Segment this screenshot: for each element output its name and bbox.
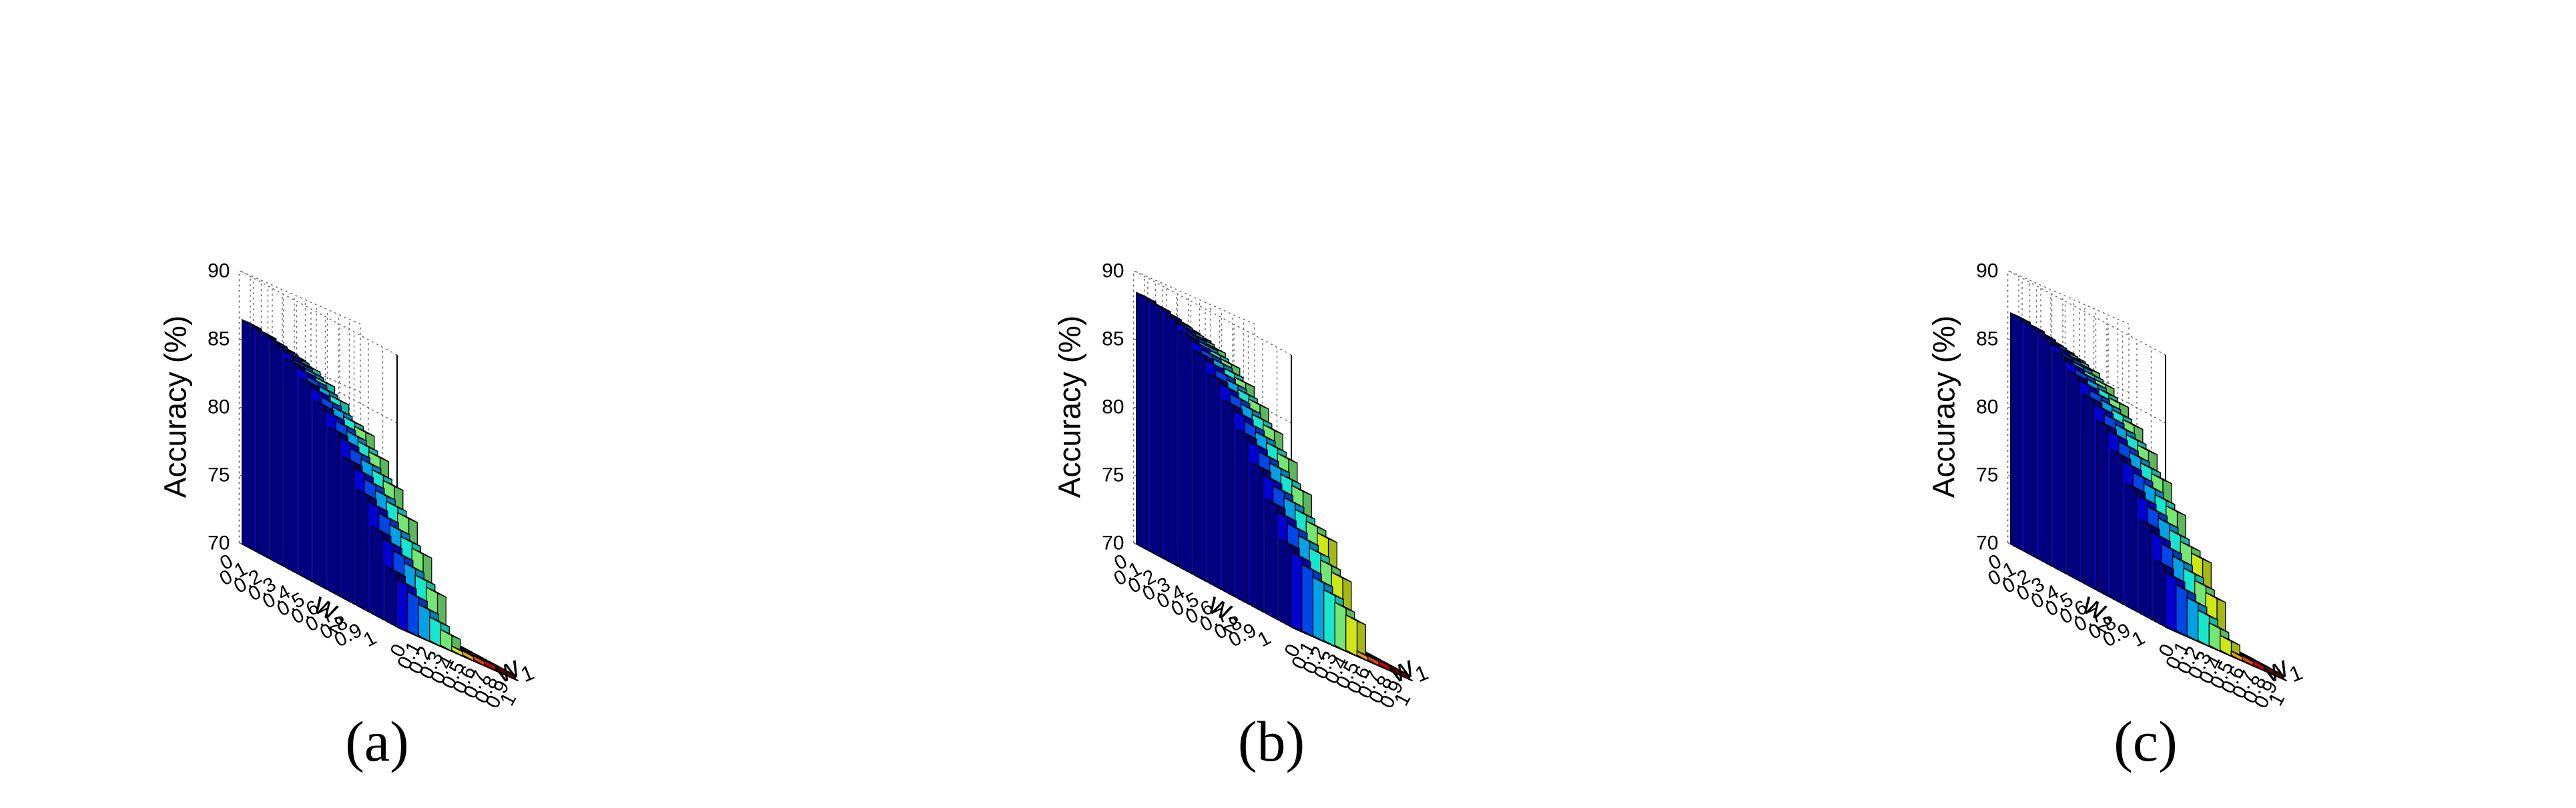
panel-a-label: (a) — [345, 709, 408, 773]
bar — [1345, 615, 1366, 661]
panel-b-z-axis-label: Accuracy (%) — [1052, 316, 1087, 498]
z-tick-label: 75 — [1976, 464, 1998, 486]
bar — [495, 665, 516, 680]
z-tick-label: 80 — [1976, 396, 1998, 418]
z-tick-label: 90 — [1102, 260, 1124, 282]
panel-c-bars — [2010, 312, 2284, 680]
panel-c: 707580859000.10.20.30.40.50.60.70.80.910… — [1927, 260, 2306, 774]
panel-a: 707580859000.10.20.30.40.50.60.70.80.910… — [158, 260, 538, 774]
bar — [440, 629, 461, 656]
z-tick-label: 75 — [208, 464, 230, 486]
panel-b-label: (b) — [1238, 709, 1305, 773]
z-tick-label: 80 — [208, 396, 230, 418]
gridline — [1133, 270, 1292, 356]
panel-c-label: (c) — [2114, 709, 2177, 773]
panel-b: 707580859000.10.20.30.40.50.60.70.80.910… — [1052, 260, 1432, 774]
panel-c-z-axis-label: Accuracy (%) — [1927, 316, 1961, 498]
bar — [2208, 622, 2230, 656]
gridline — [2007, 270, 2166, 356]
z-tick-label: 85 — [208, 328, 230, 350]
z-tick-label: 70 — [1976, 532, 1998, 554]
z-tick-label: 80 — [1102, 396, 1124, 418]
z-tick-label: 90 — [1976, 260, 1998, 282]
z-tick-label: 75 — [1102, 464, 1124, 486]
panel-a-tick-labels: 707580859000.10.20.30.40.50.60.70.80.910… — [208, 260, 521, 713]
bar — [2220, 635, 2240, 661]
panel-a-bars — [242, 319, 516, 680]
gridline — [239, 270, 398, 356]
z-tick-label: 90 — [208, 260, 230, 282]
z-tick-label: 85 — [1976, 328, 1998, 350]
bar — [1389, 665, 1410, 680]
z-tick-label: 85 — [1102, 328, 1124, 350]
bar — [2264, 665, 2284, 680]
panel-b-bars — [1136, 292, 1410, 680]
z-tick-label: 70 — [208, 532, 230, 554]
panel-a-z-axis-label: Accuracy (%) — [158, 316, 193, 498]
z-tick-label: 70 — [1102, 532, 1124, 554]
